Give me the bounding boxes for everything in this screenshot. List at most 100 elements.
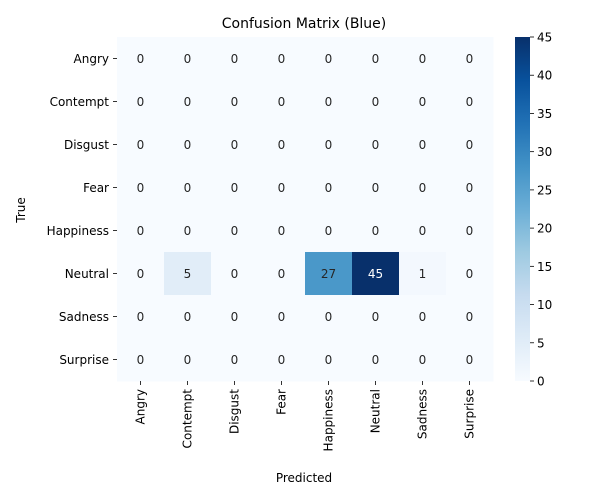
cell-value-label: 0 <box>325 353 333 367</box>
heatmap-cell <box>211 123 259 167</box>
heatmap-cell <box>258 166 306 210</box>
cell-value-label: 0 <box>137 95 145 109</box>
cell-value-label: 0 <box>278 353 286 367</box>
heatmap-cell <box>117 123 165 167</box>
x-tick-label: Happiness <box>322 389 336 451</box>
x-tick-label: Disgust <box>228 389 242 434</box>
cell-value-label: 0 <box>466 353 474 367</box>
heatmap-cell <box>164 295 212 339</box>
heatmap-cell <box>164 80 212 124</box>
cell-value-label: 0 <box>372 310 380 324</box>
cell-value-label: 0 <box>419 310 427 324</box>
heatmap-cell <box>258 252 306 296</box>
cell-value-label: 0 <box>325 224 333 238</box>
heatmap-cell <box>305 37 353 81</box>
cell-value-label: 0 <box>466 224 474 238</box>
heatmap-cell <box>258 338 306 382</box>
cell-value-label: 0 <box>137 138 145 152</box>
heatmap-cell <box>164 209 212 253</box>
cell-value-label: 0 <box>278 138 286 152</box>
heatmap-cell <box>258 37 306 81</box>
heatmap-cell <box>164 166 212 210</box>
heatmap-cell <box>258 80 306 124</box>
cell-value-label: 0 <box>466 310 474 324</box>
cell-annotations: 0 0 0 0 0 0 0 0 0 0 0 0 0 0 0 0 0 0 0 0 0 0 0 0 0 0 0 0 0 0 0 0 0 0 0 0 0 0 0 0… <box>137 52 474 367</box>
cell-value-label: 0 <box>231 267 239 281</box>
heatmap-cell <box>446 209 494 253</box>
heatmap-cell <box>399 209 447 253</box>
x-tick-label: Surprise <box>463 389 477 439</box>
colorbar <box>515 37 530 381</box>
heatmap-cell <box>446 123 494 167</box>
heatmap-cell <box>305 209 353 253</box>
heatmap-cell <box>164 37 212 81</box>
heatmap-cell <box>117 37 165 81</box>
heatmap-cell <box>117 295 165 339</box>
cell-value-label: 0 <box>137 224 145 238</box>
cell-value-label: 0 <box>372 181 380 195</box>
heatmap-cell <box>211 338 259 382</box>
heatmap-cell <box>117 166 165 210</box>
heatmap-cell <box>446 37 494 81</box>
colorbar-tick-label: 40 <box>537 69 552 83</box>
colorbar-tick-label: 25 <box>537 183 552 197</box>
cell-value-label: 0 <box>278 224 286 238</box>
cell-value-label: 0 <box>372 353 380 367</box>
cell-value-label: 0 <box>325 95 333 109</box>
heatmap-cell <box>352 209 400 253</box>
cell-value-label: 0 <box>137 310 145 324</box>
heatmap-cell <box>117 338 165 382</box>
cell-value-label: 0 <box>372 52 380 66</box>
cell-value-label: 0 <box>372 138 380 152</box>
heatmap-cell <box>399 252 447 296</box>
cell-value-label: 0 <box>278 310 286 324</box>
cell-value-label: 0 <box>184 138 192 152</box>
cell-value-label: 0 <box>231 224 239 238</box>
cell-value-label: 0 <box>419 353 427 367</box>
cell-value-label: 0 <box>184 95 192 109</box>
heatmap-cell <box>352 166 400 210</box>
cell-value-label: 0 <box>137 353 145 367</box>
y-tick-label: Sadness <box>59 310 109 324</box>
cell-value-label: 0 <box>231 353 239 367</box>
cell-value-label: 5 <box>184 267 192 281</box>
cell-value-label: 0 <box>466 267 474 281</box>
y-tick-label: Contempt <box>50 95 110 109</box>
cell-value-label: 0 <box>325 138 333 152</box>
cell-value-label: 0 <box>419 224 427 238</box>
cell-value-label: 0 <box>466 52 474 66</box>
cell-value-label: 0 <box>466 95 474 109</box>
heatmap-cell <box>305 123 353 167</box>
heatmap-cell <box>352 295 400 339</box>
heatmap-cell <box>399 338 447 382</box>
heatmap-cell <box>399 123 447 167</box>
y-tick-label: Surprise <box>59 353 109 367</box>
colorbar-tick-label: 45 <box>537 31 552 45</box>
heatmap-cell <box>399 80 447 124</box>
cell-value-label: 0 <box>231 181 239 195</box>
cell-value-label: 0 <box>231 95 239 109</box>
heatmap-cell <box>399 295 447 339</box>
cell-value-label: 0 <box>278 267 286 281</box>
heatmap-cell <box>211 209 259 253</box>
heatmap-cell <box>211 166 259 210</box>
cell-value-label: 0 <box>184 353 192 367</box>
cell-value-label: 0 <box>372 224 380 238</box>
heatmap-cell <box>258 123 306 167</box>
y-tick-label: Disgust <box>64 138 109 152</box>
heatmap-cell <box>446 295 494 339</box>
cell-value-label: 0 <box>466 181 474 195</box>
cell-value-label: 0 <box>231 52 239 66</box>
cell-value-label: 0 <box>184 181 192 195</box>
heatmap-cell <box>446 166 494 210</box>
heatmap-cell <box>211 80 259 124</box>
cell-value-label: 0 <box>419 95 427 109</box>
heatmap-cell <box>352 338 400 382</box>
y-tick-label: Angry <box>74 52 109 66</box>
cell-value-label: 0 <box>184 224 192 238</box>
heatmap-cell <box>446 338 494 382</box>
cell-value-label: 0 <box>372 95 380 109</box>
heatmap-cell <box>352 252 400 296</box>
x-tick-label: Angry <box>134 389 148 424</box>
